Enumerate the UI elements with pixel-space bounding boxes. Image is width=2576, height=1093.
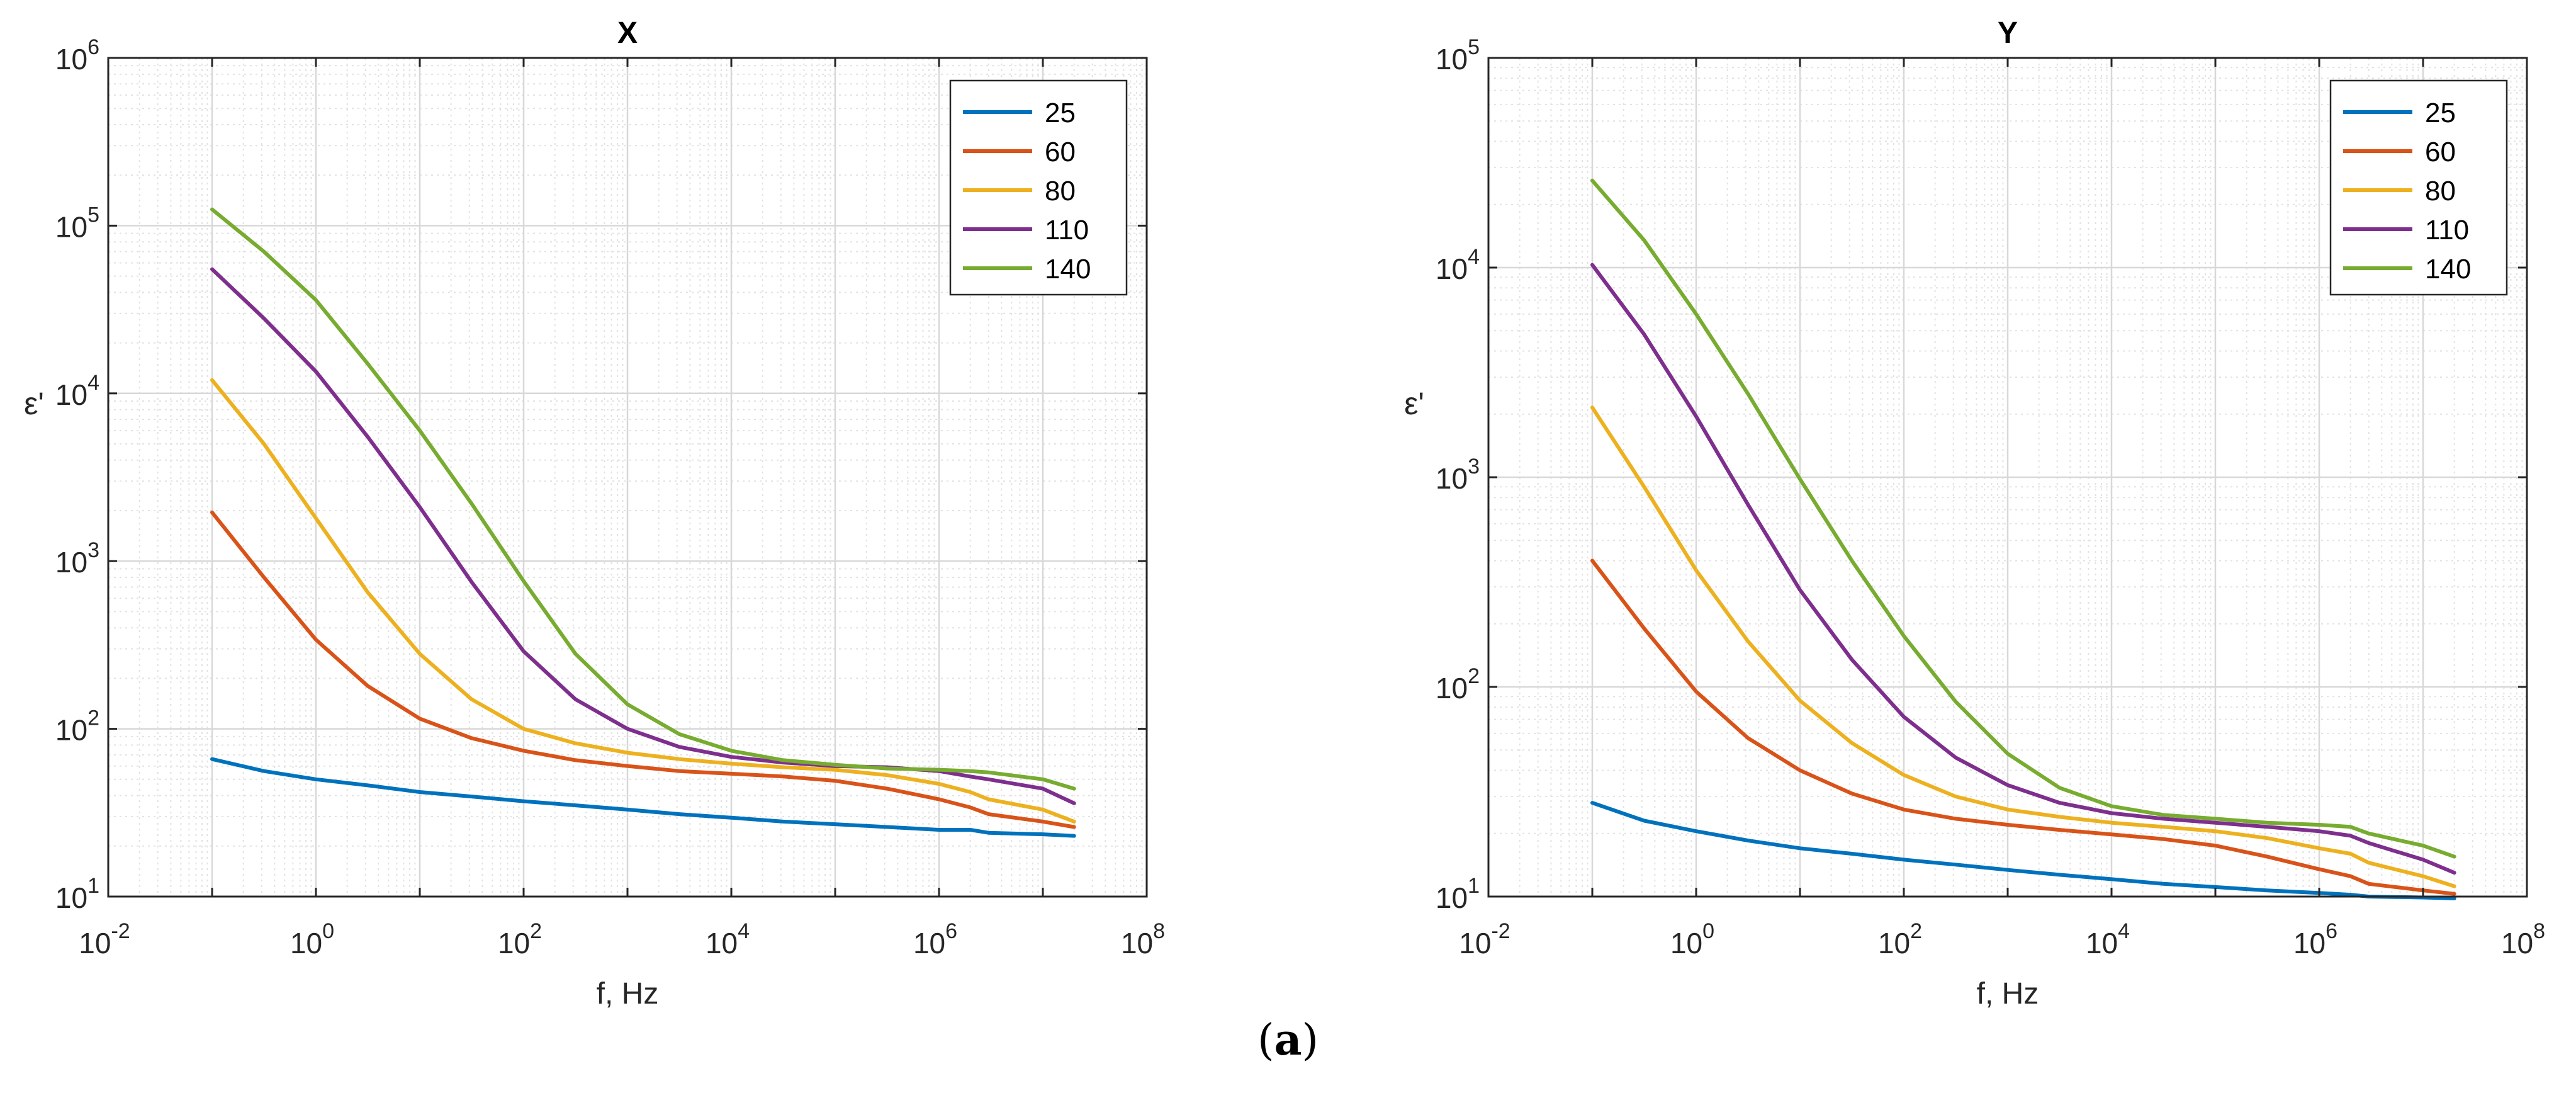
y-tick-label: 104 (55, 371, 99, 411)
y-axis-label: ε' (1404, 386, 1424, 421)
x-tick-label: 108 (1121, 919, 1165, 960)
legend-label-25: 25 (2425, 98, 2456, 128)
legend: 25 60 80 110 140 (949, 79, 1128, 296)
figure-caption: (a) (1257, 1015, 1319, 1065)
x-tick-label: 108 (2501, 919, 2545, 960)
y-tick-label: 102 (55, 706, 99, 747)
y-tick-label: 101 (55, 874, 99, 914)
series-line-110 (210, 267, 1076, 805)
y-tick-label: 103 (1436, 455, 1480, 495)
series-line-110 (1590, 263, 2456, 875)
legend-label-110: 110 (1045, 215, 1089, 246)
y-tick-label: 105 (1436, 35, 1480, 76)
legend-label-60: 60 (2425, 137, 2456, 167)
legend-label-140: 140 (2425, 254, 2471, 285)
chart-y: 10-2 100 102 104 106 108 101 102 103 104 105 Yf, Hz… (1404, 16, 2545, 1011)
x-tick-label: 106 (2293, 919, 2337, 960)
x-tick-label: 100 (1670, 919, 1714, 960)
y-axis-label: ε' (24, 386, 44, 421)
legend: 25 60 80 110 140 (2329, 79, 2508, 296)
series-line-140 (210, 207, 1076, 791)
legend-label-140: 140 (1045, 254, 1091, 285)
series-line-140 (1590, 178, 2456, 859)
chart-x: 10-2 100 102 104 106 108 101 102 103 104 105 106 Xf,… (24, 16, 1165, 1011)
x-tick-label: 102 (498, 919, 542, 960)
y-tick-label: 104 (1436, 245, 1480, 285)
x-tick-label: 10-2 (79, 919, 130, 960)
y-tick-label: 102 (1436, 664, 1480, 705)
x-tick-label: 100 (290, 919, 334, 960)
legend-box (2329, 79, 2508, 296)
x-axis-label: f, Hz (597, 977, 659, 1011)
x-tick-label: 106 (913, 919, 957, 960)
y-tick-label: 103 (55, 538, 99, 579)
chart-title: X (617, 16, 638, 50)
x-tick-label: 10-2 (1459, 919, 1510, 960)
legend-label-80: 80 (2425, 176, 2456, 207)
series-line-25 (1590, 801, 2456, 900)
legend-label-25: 25 (1045, 98, 1076, 128)
series-line-25 (210, 757, 1076, 838)
series-line-80 (210, 378, 1076, 824)
series-line-60 (210, 510, 1076, 829)
series-line-80 (1590, 405, 2456, 888)
grid (107, 57, 1148, 898)
y-tick-label: 105 (55, 203, 99, 243)
x-tick-label: 104 (706, 919, 750, 960)
legend-label-110: 110 (2425, 215, 2469, 246)
x-axis-label: f, Hz (1977, 977, 2039, 1011)
x-tick-label: 104 (2086, 919, 2130, 960)
y-tick-label: 101 (1436, 874, 1480, 914)
x-tick-label: 102 (1878, 919, 1922, 960)
legend-box (949, 79, 1128, 296)
legend-label-60: 60 (1045, 137, 1076, 167)
y-tick-label: 106 (55, 35, 99, 76)
series-line-60 (1590, 558, 2456, 896)
legend-label-80: 80 (1045, 176, 1076, 207)
chart-title: Y (1998, 16, 2018, 50)
